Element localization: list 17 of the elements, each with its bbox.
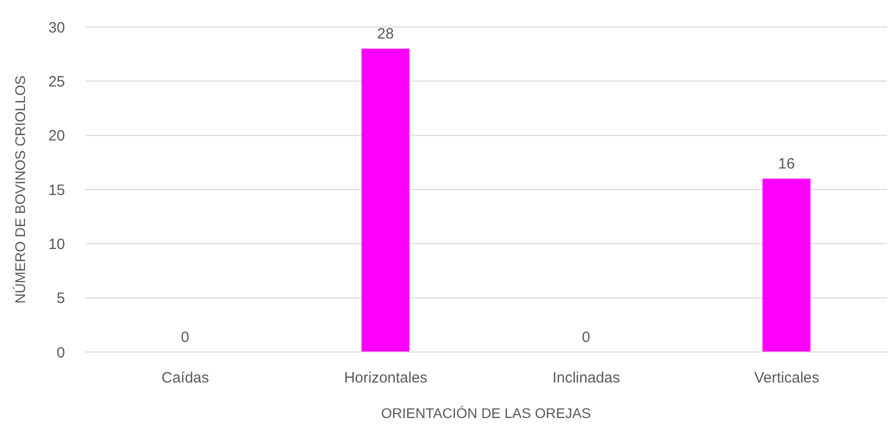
x-tick-label: Verticales [754,370,820,387]
y-tick-label: 10 [48,236,65,253]
y-tick-label: 25 [48,73,65,90]
y-tick-label: 30 [48,19,65,36]
x-tick-label: Horizontales [344,370,428,387]
y-tick-label: 15 [48,182,65,199]
y-axis-title: NÚMERO DE BOVINOS CRIOLLOS [12,76,28,304]
x-tick-label: Caídas [161,370,210,387]
x-axis-title: ORIENTACIÓN DE LAS OREJAS [381,405,591,421]
x-tick-label: Inclinadas [552,370,620,387]
y-tick-label: 20 [48,128,65,145]
data-label: 16 [778,156,795,173]
y-tick-label: 5 [56,290,65,308]
data-label: 0 [180,329,190,346]
data-label: 28 [377,26,394,43]
data-label: 0 [582,329,590,346]
y-tick-label: 0 [56,344,65,362]
